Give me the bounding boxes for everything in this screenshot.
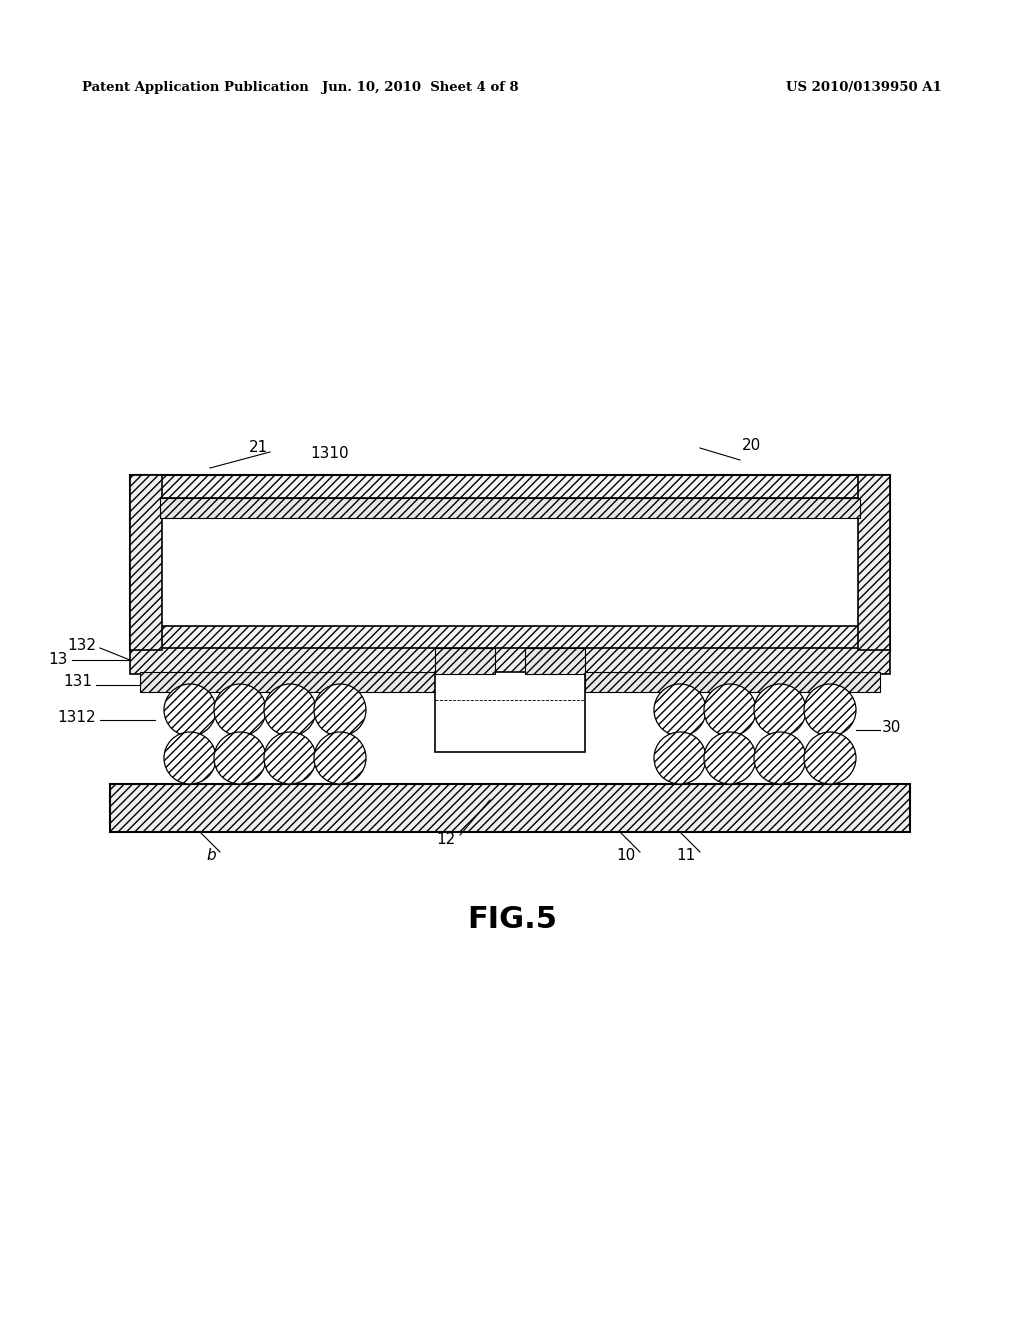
Bar — [130, 475, 162, 649]
Bar — [525, 648, 585, 675]
Text: Patent Application Publication: Patent Application Publication — [82, 82, 309, 95]
Circle shape — [264, 684, 316, 737]
Text: 10: 10 — [616, 849, 636, 863]
Text: 11: 11 — [677, 849, 696, 863]
Bar — [110, 784, 910, 832]
Circle shape — [705, 684, 756, 737]
Bar — [130, 648, 890, 675]
Text: 1312: 1312 — [57, 710, 96, 726]
Text: 131: 131 — [63, 675, 92, 689]
Circle shape — [164, 684, 216, 737]
Text: 20: 20 — [742, 437, 761, 453]
Text: 30: 30 — [882, 721, 901, 735]
Circle shape — [214, 684, 266, 737]
Bar — [858, 475, 890, 649]
Text: 132: 132 — [67, 638, 96, 652]
Circle shape — [314, 733, 366, 784]
Circle shape — [264, 733, 316, 784]
Bar — [160, 498, 860, 626]
Bar — [130, 475, 890, 649]
Bar — [160, 498, 860, 517]
Text: 21: 21 — [249, 441, 268, 455]
Circle shape — [654, 733, 706, 784]
Circle shape — [804, 733, 856, 784]
Circle shape — [705, 733, 756, 784]
Circle shape — [754, 733, 806, 784]
Circle shape — [654, 684, 706, 737]
Text: b: b — [207, 849, 216, 863]
Circle shape — [214, 733, 266, 784]
Bar — [140, 672, 435, 692]
Text: Jun. 10, 2010  Sheet 4 of 8: Jun. 10, 2010 Sheet 4 of 8 — [322, 82, 518, 95]
Circle shape — [804, 684, 856, 737]
Circle shape — [314, 684, 366, 737]
Circle shape — [164, 733, 216, 784]
Text: US 2010/0139950 A1: US 2010/0139950 A1 — [786, 82, 942, 95]
Text: 12: 12 — [437, 833, 456, 847]
Circle shape — [754, 684, 806, 737]
Bar — [435, 648, 495, 675]
Text: 1310: 1310 — [310, 446, 348, 461]
Text: FIG.5: FIG.5 — [467, 906, 557, 935]
Bar — [585, 672, 880, 692]
Text: 13: 13 — [48, 652, 68, 668]
Bar — [435, 672, 585, 752]
